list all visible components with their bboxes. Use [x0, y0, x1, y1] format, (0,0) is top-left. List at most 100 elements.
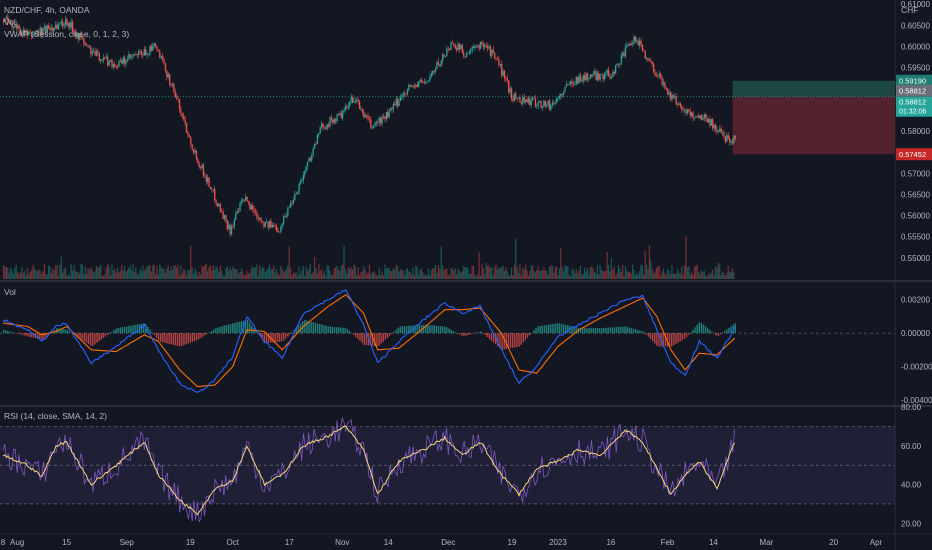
volume-bar	[617, 265, 620, 279]
candle-body	[419, 79, 421, 82]
volume-bar	[32, 265, 34, 279]
volume-bar	[94, 270, 96, 279]
volume-bar	[406, 267, 408, 279]
volume-bar	[693, 267, 696, 279]
candle-body	[534, 98, 537, 107]
volume-bar	[382, 275, 385, 279]
candle-body	[572, 83, 575, 85]
volume-bar	[627, 272, 629, 279]
candle-body	[93, 50, 95, 52]
candle-body	[586, 73, 589, 80]
volume-bar	[122, 270, 124, 279]
candle-body	[306, 161, 309, 167]
candle-body	[311, 155, 313, 161]
volume-bar	[171, 269, 174, 279]
volume-bar	[516, 267, 518, 279]
candle-body	[10, 22, 12, 24]
macd-histogram-bar	[333, 326, 336, 334]
volume-legend[interactable]: Vol	[4, 17, 16, 27]
macd-histogram-bar	[87, 333, 90, 345]
candle-body	[147, 53, 150, 55]
candle-body	[15, 23, 17, 28]
candle-body	[25, 31, 27, 33]
macd-histogram-bar	[13, 332, 16, 334]
rsi-legend[interactable]: RSI (14, close, SMA, 14, 2)	[4, 411, 107, 421]
candle-body	[399, 96, 402, 102]
macd-histogram-bar	[244, 320, 247, 334]
volume-bar	[260, 269, 262, 279]
volume-bar	[177, 264, 179, 279]
macd-histogram-bar	[342, 327, 344, 334]
candle-body	[136, 54, 138, 56]
volume-bar	[716, 267, 718, 279]
candle-body	[585, 73, 587, 81]
rsi-tick-label: 80.00	[901, 403, 922, 412]
candle-body	[675, 96, 677, 105]
candle-body	[637, 40, 639, 46]
macd-histogram-bar	[469, 333, 471, 335]
candle-body	[456, 48, 458, 51]
vwap-legend[interactable]: VWAP (Session, close, 0, 1, 2, 3)	[4, 29, 130, 39]
candle-body	[425, 81, 427, 83]
candle-body	[380, 117, 382, 124]
macd-histogram-bar	[522, 333, 524, 343]
macd-histogram-bar	[482, 333, 484, 334]
candle-body	[433, 71, 435, 72]
volume-bar	[316, 273, 318, 279]
macd-legend[interactable]: Vol	[4, 287, 16, 297]
volume-bar	[19, 272, 22, 279]
macd-histogram-bar	[109, 333, 111, 334]
candle-body	[318, 133, 320, 135]
candle-body	[346, 106, 348, 108]
volume-bar	[344, 269, 347, 279]
candle-body	[77, 33, 79, 40]
volume-bar	[290, 268, 292, 279]
macd-histogram-bar	[446, 327, 448, 334]
volume-bar	[12, 274, 15, 279]
macd-histogram-bar	[639, 330, 641, 334]
volume-bar	[333, 268, 335, 279]
macd-histogram-bar	[441, 326, 444, 334]
macd-histogram-bar	[414, 325, 416, 334]
candle-body	[273, 225, 275, 226]
volume-bar	[360, 272, 362, 279]
macd-signal-line	[2, 293, 735, 388]
symbol-legend[interactable]: NZD/CHF, 4h, OANDA	[4, 5, 90, 15]
candle-body	[270, 220, 272, 228]
candle-body	[378, 117, 380, 122]
candle-body	[364, 114, 366, 118]
volume-bar	[143, 270, 145, 279]
macd-histogram-bar	[200, 333, 202, 338]
volume-bar	[336, 265, 338, 279]
candle-body	[171, 83, 174, 86]
macd-histogram-bar	[265, 333, 268, 344]
macd-histogram-bar	[524, 333, 527, 341]
candle-body	[553, 102, 555, 104]
macd-histogram-bar	[134, 324, 136, 334]
volume-bar	[197, 275, 199, 279]
volume-bar	[371, 272, 373, 279]
candle-body	[465, 53, 468, 57]
candle-body	[159, 51, 161, 58]
candle-body	[551, 102, 554, 106]
candle-body	[524, 99, 527, 102]
candle-body	[667, 88, 669, 95]
macd-histogram-bar	[431, 325, 433, 334]
candle-body	[427, 79, 430, 82]
volume-bar	[201, 265, 203, 279]
candle-body	[691, 112, 693, 116]
macd-histogram-bar	[594, 328, 597, 334]
candle-body	[539, 101, 541, 103]
volume-bar	[291, 275, 293, 279]
macd-histogram-bar	[579, 328, 582, 334]
volume-bar	[343, 245, 345, 279]
volume-bar	[29, 271, 31, 279]
candle-body	[541, 106, 544, 108]
macd-histogram-bar	[399, 326, 401, 334]
volume-bar	[17, 271, 19, 279]
candle-body	[570, 81, 572, 84]
candle-body	[557, 98, 559, 99]
candle-body	[613, 71, 615, 74]
candle-body	[232, 226, 234, 228]
